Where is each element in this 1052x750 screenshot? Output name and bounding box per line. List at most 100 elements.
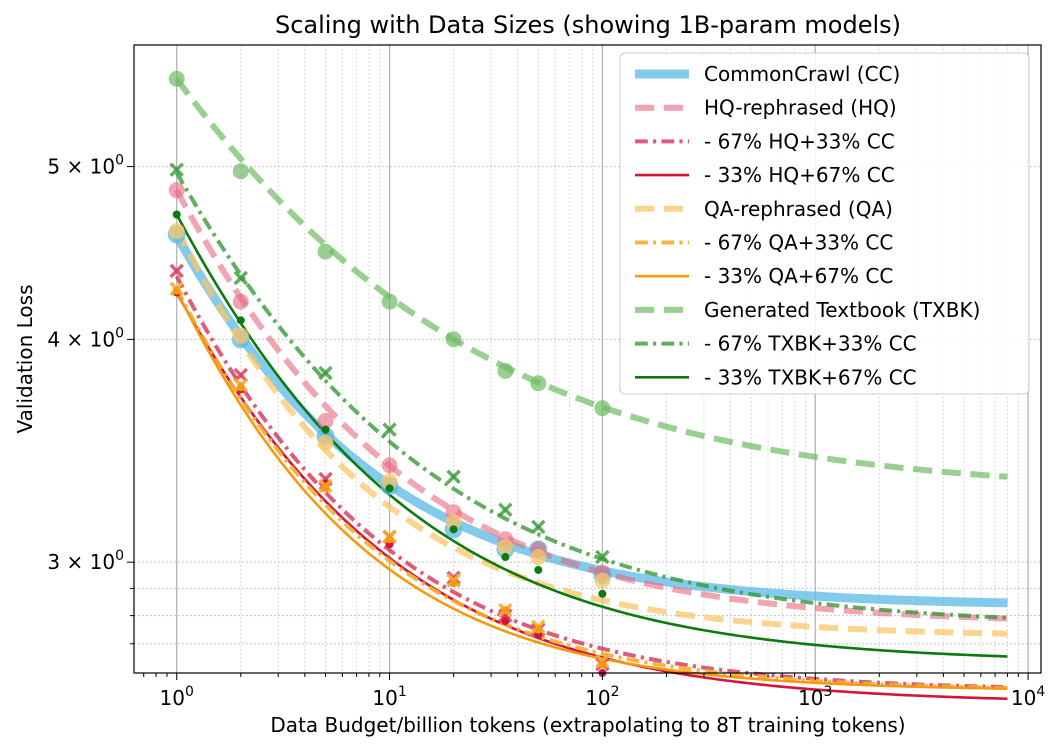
data-point	[317, 434, 334, 451]
series-curves	[172, 77, 1008, 701]
data-point	[598, 660, 607, 669]
y-tick-times: ×	[60, 550, 89, 574]
x-axis-ticks: 100 101 102 103 104	[143, 673, 1045, 710]
legend-label: - 67% HQ+33% CC	[704, 129, 895, 153]
x-tick-exponent: 0	[185, 684, 194, 700]
data-point-x-stroke	[169, 263, 184, 279]
data-point-x	[318, 365, 333, 381]
series-markers	[167, 70, 612, 677]
legend: CommonCrawl (CC) HQ-rephrased (HQ) - 67% H…	[619, 52, 1030, 395]
x-tick-label: 101	[372, 684, 406, 710]
legend-label: QA-rephrased (QA)	[704, 197, 893, 221]
x-tick-base: 10	[160, 686, 185, 710]
y-tick-label: 5 × 100	[47, 153, 124, 179]
data-point	[501, 606, 510, 615]
legend-label: - 33% TXBK+67% CC	[704, 365, 917, 389]
data-point	[381, 293, 398, 310]
data-point-x	[595, 549, 610, 565]
data-point-x	[446, 469, 461, 484]
data-point	[321, 425, 330, 434]
series-line	[175, 213, 1008, 658]
legend-box	[619, 52, 1030, 395]
y-axis-label: Validation Loss	[13, 285, 37, 434]
data-point-x	[531, 519, 546, 535]
x-tick-label: 103	[798, 684, 832, 710]
data-point	[534, 565, 543, 574]
data-point	[445, 513, 462, 530]
data-point	[168, 70, 185, 87]
data-point-x	[233, 270, 249, 286]
data-point	[321, 484, 330, 493]
y-tick-exponent: 0	[115, 548, 124, 564]
data-point-x-stroke	[498, 502, 513, 518]
series-line	[174, 171, 1008, 620]
series-line	[174, 287, 1008, 690]
x-axis-label: Data Budget/billion tokens (extrapolatin…	[270, 713, 905, 737]
data-point	[497, 538, 514, 555]
legend-label: - 67% TXBK+33% CC	[704, 332, 917, 356]
data-point	[236, 316, 245, 325]
y-tick-times: ×	[60, 155, 89, 179]
series-line	[174, 227, 1008, 637]
legend-label: - 33% HQ+67% CC	[704, 163, 895, 187]
y-tick-label: 4 × 100	[47, 325, 124, 351]
x-tick-base: 10	[798, 686, 823, 710]
x-tick-exponent: 1	[398, 684, 407, 700]
y-tick-mantissa: 4	[47, 327, 60, 351]
data-point	[236, 383, 245, 392]
x-tick-label: 100	[160, 684, 194, 710]
legend-label: - 33% QA+67% CC	[704, 264, 893, 288]
x-tick-label: 102	[585, 684, 619, 710]
series-line	[175, 291, 1008, 701]
data-point-x	[169, 263, 184, 279]
data-point	[445, 331, 462, 348]
data-point-x	[169, 162, 184, 177]
data-point-x-stroke	[382, 422, 397, 437]
data-point-x-stroke	[233, 270, 249, 286]
data-point-x-stroke	[169, 162, 184, 177]
y-tick-times: ×	[60, 327, 89, 351]
x-tick-label: 104	[1011, 684, 1045, 710]
data-point	[385, 484, 394, 493]
data-point	[172, 286, 181, 295]
data-point-x	[498, 608, 513, 623]
y-tick-label: 3 × 100	[47, 548, 124, 574]
series-line	[174, 77, 1008, 480]
data-point-x	[446, 570, 461, 586]
data-point	[232, 327, 249, 344]
data-point-x-stroke	[498, 608, 513, 623]
data-point-x-stroke	[446, 469, 461, 484]
x-tick-base: 10	[585, 686, 610, 710]
data-point	[497, 363, 514, 380]
data-point	[168, 182, 185, 199]
data-point	[501, 553, 510, 562]
data-point	[594, 572, 611, 589]
data-point	[172, 210, 181, 219]
data-point	[449, 525, 458, 534]
data-point	[530, 549, 547, 566]
data-point	[381, 473, 398, 490]
series-line	[174, 188, 1008, 622]
plot-frame	[133, 44, 1042, 674]
legend-label: - 67% QA+33% CC	[704, 231, 893, 255]
y-tick-mantissa: 5	[47, 155, 60, 179]
x-tick-exponent: 2	[611, 684, 620, 700]
series-line	[175, 290, 1008, 690]
data-point-x-stroke	[595, 549, 610, 565]
data-point	[530, 375, 547, 392]
data-point-x	[498, 502, 513, 518]
y-tick-base: 10	[90, 327, 115, 351]
data-point-x-stroke	[446, 570, 461, 586]
x-tick-exponent: 4	[1036, 684, 1045, 700]
data-point	[381, 457, 398, 474]
data-point	[232, 163, 249, 180]
data-point	[598, 589, 607, 598]
data-point	[317, 412, 334, 429]
data-point	[385, 535, 394, 544]
legend-label: CommonCrawl (CC)	[704, 62, 900, 86]
x-tick-base: 10	[372, 686, 397, 710]
chart-title: Scaling with Data Sizes (showing 1B-para…	[275, 11, 901, 39]
x-tick-exponent: 3	[824, 684, 833, 700]
y-tick-base: 10	[90, 155, 115, 179]
